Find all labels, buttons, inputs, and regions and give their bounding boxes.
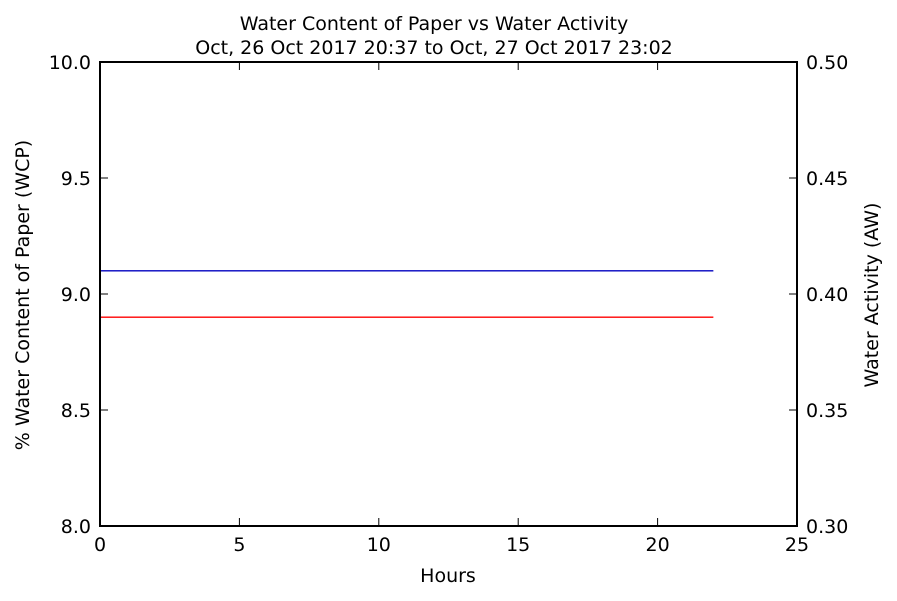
x-tick-label: 5	[233, 534, 245, 556]
y-right-axis-label: Water Activity (AW)	[861, 203, 883, 388]
x-tick-label: 10	[367, 534, 391, 556]
x-tick-label: 0	[94, 534, 106, 556]
x-tick-label: 15	[506, 534, 530, 556]
y-left-tick-label: 9.5	[61, 168, 91, 190]
series-layer	[100, 270, 714, 318]
y-left-tick-label: 8.5	[61, 400, 91, 422]
y-left-tick-label: 8.0	[61, 516, 91, 538]
y-left-tick-label: 10.0	[49, 52, 91, 74]
chart-subtitle: Oct, 26 Oct 2017 20:37 to Oct, 27 Oct 20…	[195, 37, 673, 59]
x-axis-label: Hours	[420, 565, 476, 587]
y-right-tick-label: 0.30	[806, 516, 848, 538]
y-right-tick-label: 0.35	[806, 400, 848, 422]
plot-frame	[99, 61, 798, 527]
y-left-tick-label: 9.0	[61, 284, 91, 306]
y-right-tick-label: 0.40	[806, 284, 848, 306]
y-right-tick-label: 0.50	[806, 52, 848, 74]
y-left-axis-label: % Water Content of Paper (WCP)	[12, 140, 34, 450]
ticks-layer: 0 5 10 15 20 25 8.0 8.5 9.0 9.5 10.0 0.30 0.35 0.40 0.…	[49, 52, 849, 556]
chart-title: Water Content of Paper vs Water Activity	[240, 13, 628, 35]
x-tick-label: 25	[785, 534, 809, 556]
x-tick-label: 20	[646, 534, 670, 556]
y-right-tick-label: 0.45	[806, 168, 848, 190]
